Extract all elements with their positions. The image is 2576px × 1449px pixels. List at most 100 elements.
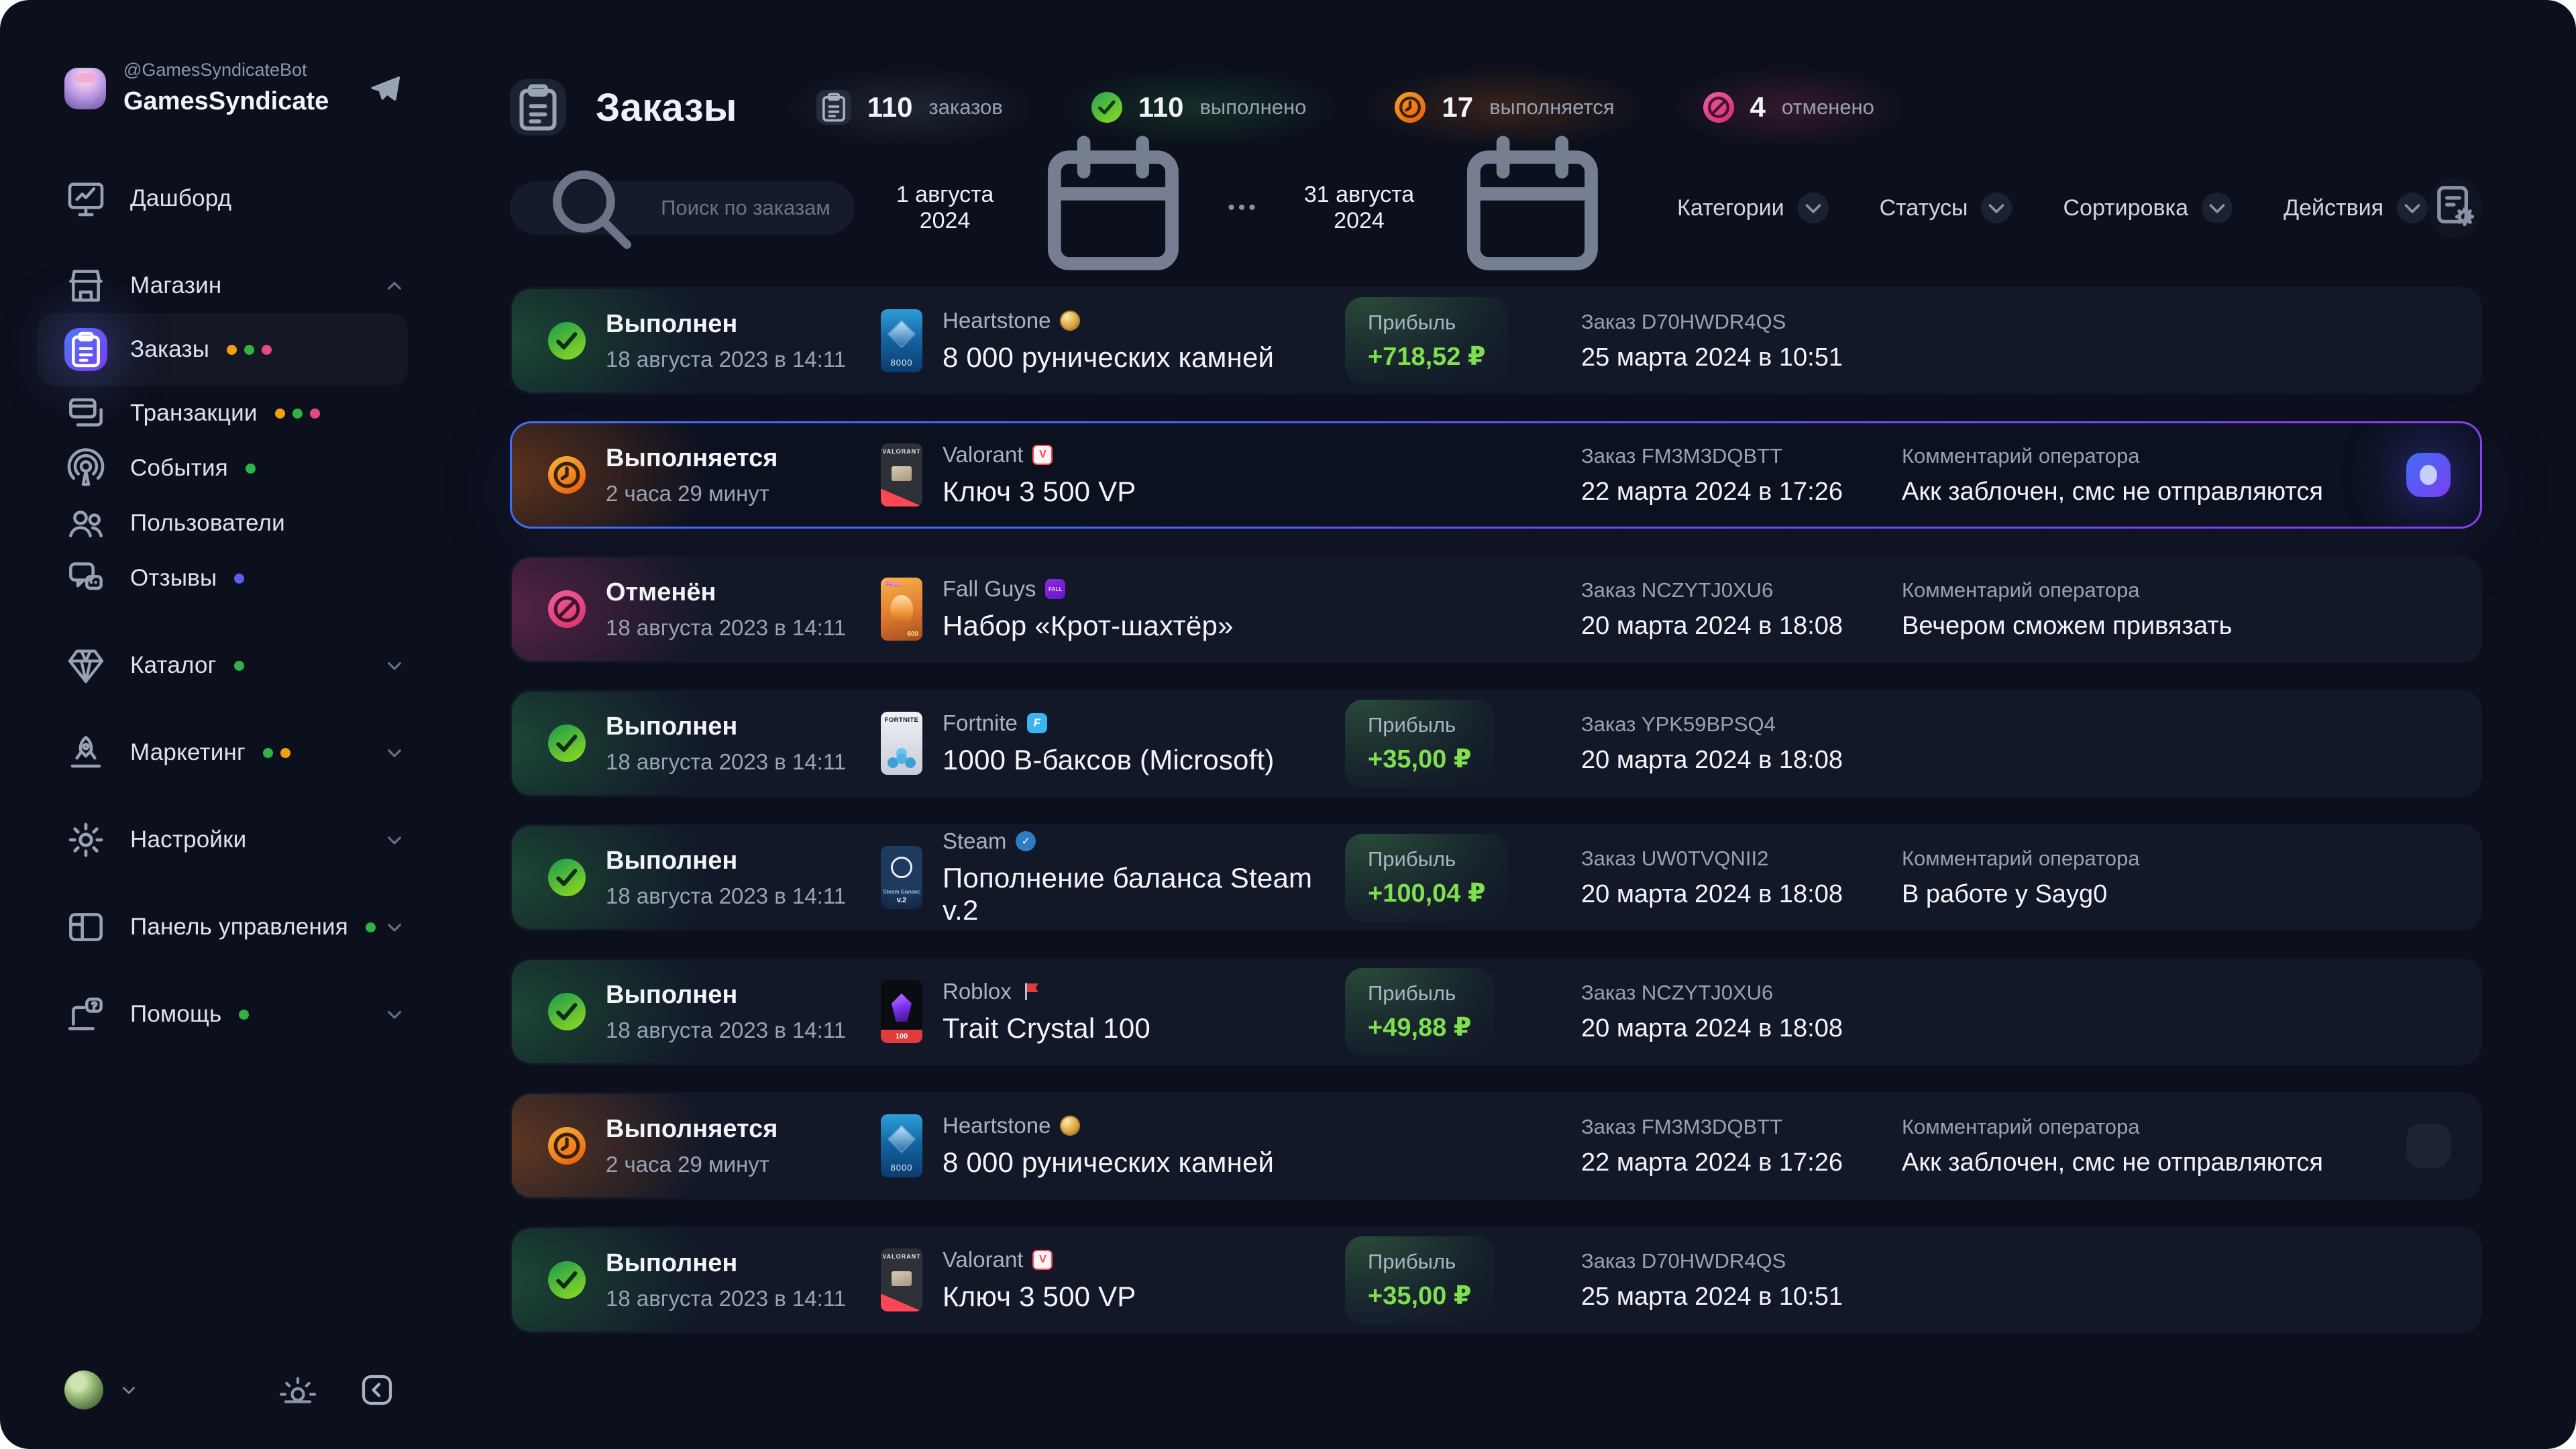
game-name: Valorant V [943,442,1136,468]
chevron-up-icon[interactable] [381,272,408,299]
order-row[interactable]: Выполнен 18 августа 2023 в 14:11 Steam Бал… [510,824,2482,931]
order-id: Заказ NCZYTJ0XU6 [1581,578,1774,602]
dashboard-icon [64,177,107,220]
status-label: Выполнен [606,309,738,338]
valorant-game-icon: V [1032,445,1053,465]
filter-sorting-dropdown[interactable]: Сортировка [2063,193,2233,223]
sidebar-item-shop[interactable]: Магазин [64,258,408,313]
panel-icon [64,906,107,949]
chevron-down-icon[interactable] [117,1378,141,1402]
chevron-down-icon[interactable] [381,652,408,679]
sidebar-item-dashboard[interactable]: Дашборд [64,171,408,226]
game-name: Heartstone [943,308,1274,333]
stat-label: выполнено [1199,95,1307,119]
chevron-down-icon[interactable] [381,914,408,941]
date-from-button[interactable]: 1 августа 2024 [877,117,1201,299]
profit-pill: Прибыль +35,00 ₽ [1345,699,1495,788]
order-date: 20 марта 2024 в 18:08 [1581,879,1843,908]
order-id: Заказ FM3M3DQBTT [1581,1114,1783,1138]
sidebar-item-transactions[interactable]: Транзакции [64,386,408,441]
sidebar-item-help[interactable]: Помощь [64,987,408,1042]
sidebar-item-users[interactable]: Пользователи [64,496,408,551]
comment-text: Акк заблочен, смс не отправляются [1902,477,2323,506]
game-thumbnail: 8000 [881,309,922,372]
game-name: Valorant V [943,1247,1136,1273]
profit-label: Прибыль [1368,847,1456,871]
order-date: 20 марта 2024 в 18:08 [1581,745,1843,774]
theme-toggle-sunrise-icon[interactable] [278,1370,318,1410]
order-action-button[interactable] [2406,453,2451,497]
help-icon [64,993,107,1036]
order-id: Заказ YPK59BPSQ4 [1581,712,1776,736]
sidebar-item-panel[interactable]: Панель управления [64,900,408,955]
dropdown-label: Категории [1677,195,1784,221]
order-game: VALORANT Valorant V Ключ 3 500 VP [881,1247,1345,1313]
game-name-text: Heartstone [943,308,1051,333]
status-subtext: 18 августа 2023 в 14:11 [606,1017,847,1042]
search-input[interactable] [661,196,833,220]
status-dots [233,660,244,671]
sidebar-item-orders[interactable]: Заказы [38,313,408,386]
order-status: Выполняется 2 часа 29 минут [512,444,881,506]
order-action [2386,453,2480,497]
status-subtext: 18 августа 2023 в 14:11 [606,1285,847,1311]
order-row[interactable]: Выполнен 18 августа 2023 в 14:11 VALORANT V… [510,1226,2482,1334]
order-status: Выполняется 2 часа 29 минут [512,1115,881,1177]
order-row[interactable]: Выполнен 18 августа 2023 в 14:11 100 Roblox… [510,958,2482,1065]
status-label: Выполнен [606,1248,738,1277]
collapse-sidebar-icon[interactable] [357,1370,397,1410]
chevron-down-icon[interactable] [381,739,408,766]
order-row[interactable]: Выполнен 18 августа 2023 в 14:11 8000 Heart… [510,287,2482,394]
status-done-icon [548,859,586,896]
order-status: Выполнен 18 августа 2023 в 14:11 [512,1249,881,1311]
sidebar-item-settings[interactable]: Настройки [64,812,408,867]
chevron-down-icon[interactable] [381,1001,408,1028]
stat-label: заказов [928,95,1003,119]
status-subtext: 2 часа 29 минут [606,1151,769,1177]
profit-value: +35,00 ₽ [1368,745,1472,773]
transactions-icon [64,392,107,435]
chevron-down-icon [2202,193,2233,223]
sidebar-item-label: Отзывы [130,565,217,592]
order-row[interactable]: Отменён 18 августа 2023 в 14:11 FALL 600 Fal… [510,555,2482,663]
order-meta: Заказ FM3M3DQBTT 22 марта 2024 в 17:26 [1581,444,1902,506]
game-thumbnail: VALORANT [881,443,922,506]
date-to-button[interactable]: 31 августа 2024 [1286,117,1621,299]
user-avatar[interactable] [64,1371,103,1409]
status-dots [262,747,290,758]
game-name-text: Valorant [943,1247,1024,1272]
game-name-text: Steam [943,828,1007,853]
bot-name: GamesSyndicate [123,87,329,115]
sidebar-item-marketing[interactable]: Маркетинг [64,725,408,780]
status-done-icon [548,724,586,762]
product-name: Trait Crystal 100 [943,1012,1150,1044]
chevron-down-icon[interactable] [381,826,408,853]
sidebar-item-label: Маркетинг [130,739,246,766]
order-row[interactable]: Выполняется 2 часа 29 минут VALORANT Valora… [510,421,2482,529]
export-settings-button[interactable] [2428,177,2482,239]
sidebar-item-reviews[interactable]: Отзывы [64,551,408,606]
profit-label: Прибыль [1368,310,1456,334]
orders-list: Выполнен 18 августа 2023 в 14:11 8000 Heart… [510,287,2482,1334]
sidebar-item-catalog[interactable]: Каталог [64,638,408,693]
filter-statuses-dropdown[interactable]: Статусы [1880,193,2012,223]
page-title: Заказы [596,85,737,129]
filter-bar: 1 августа 2024 ••• 31 августа 2024 Катег… [510,136,2482,270]
sidebar: @GamesSyndicateBot GamesSyndicate Дашбор… [0,0,443,1449]
filter-actions-dropdown[interactable]: Действия [2284,193,2428,223]
order-action-button-ghost[interactable] [2406,1124,2451,1168]
coin-game-icon [1060,1116,1081,1136]
order-row[interactable]: Выполнен 18 августа 2023 в 14:11 FORTNITE F… [510,690,2482,797]
order-status: Выполнен 18 августа 2023 в 14:11 [512,712,881,775]
stat-cancelled: 4 отменено [1670,68,1907,147]
order-row[interactable]: Выполняется 2 часа 29 минут 8000 Heartstone… [510,1092,2482,1199]
thumb-caption: v.2 [896,896,907,904]
sidebar-item-events[interactable]: События [64,441,408,496]
order-date: 20 марта 2024 в 18:08 [1581,611,1843,640]
thumb-caption: VALORANT [882,448,921,455]
date-range-separator: ••• [1228,197,1259,219]
game-thumbnail: VALORANT [881,1248,922,1311]
filter-categories-dropdown[interactable]: Категории [1677,193,1829,223]
product-name: Набор «Крот-шахтёр» [943,610,1234,641]
telegram-icon[interactable] [366,70,402,107]
